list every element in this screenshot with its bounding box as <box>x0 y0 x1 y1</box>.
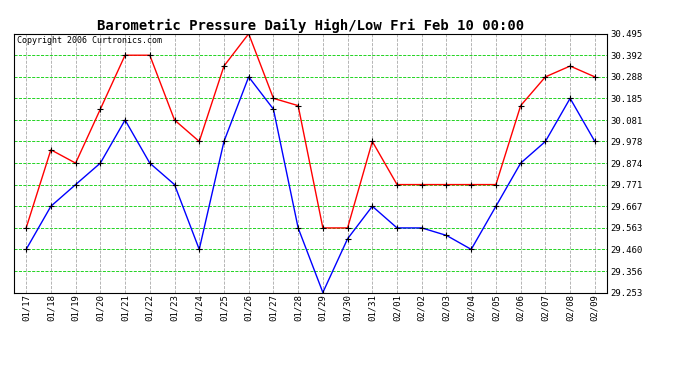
Title: Barometric Pressure Daily High/Low Fri Feb 10 00:00: Barometric Pressure Daily High/Low Fri F… <box>97 18 524 33</box>
Text: Copyright 2006 Curtronics.com: Copyright 2006 Curtronics.com <box>17 36 161 45</box>
